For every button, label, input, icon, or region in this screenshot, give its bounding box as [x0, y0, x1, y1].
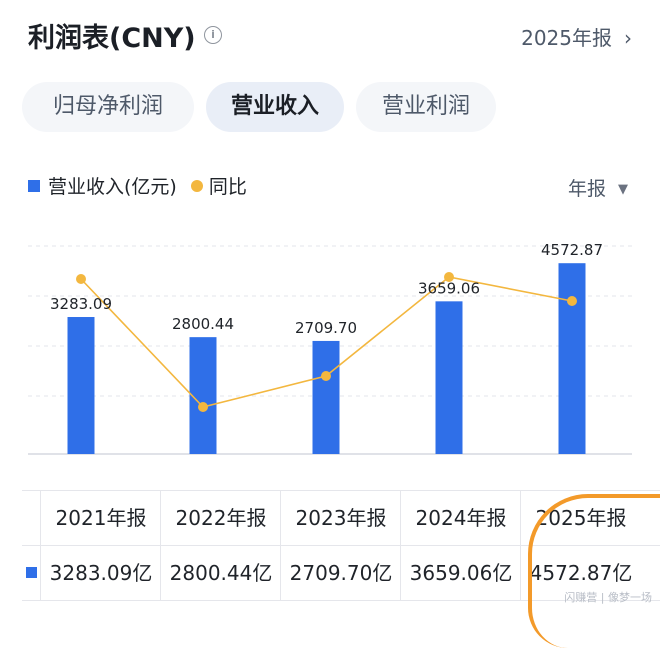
info-icon[interactable]: i	[204, 26, 222, 44]
report-period-link[interactable]: 2025年报 ›	[521, 22, 632, 51]
data-label: 3659.06	[418, 279, 480, 297]
bar-2021年报	[67, 317, 95, 454]
bar-series-marker	[26, 567, 37, 578]
yoy-point	[321, 371, 331, 381]
table-value-cell: 2709.70亿	[280, 546, 401, 600]
legend-series1: 营业收入(亿元)	[48, 176, 177, 198]
bar-2023年报	[312, 340, 340, 454]
report-label: 2025年报	[521, 26, 612, 50]
table-value-cell: 2800.44亿	[160, 546, 281, 600]
chevron-right-icon: ›	[624, 26, 632, 50]
legend-series2: 同比	[208, 176, 247, 198]
bar-2025年报	[558, 263, 586, 454]
data-label: 2800.44	[172, 315, 234, 333]
data-label: 4572.87	[541, 241, 603, 259]
table-header-cell: 2022年报	[160, 491, 281, 545]
data-label: 3283.09	[50, 295, 112, 313]
bar-2024年报	[435, 301, 463, 454]
table-header-cell: 2021年报	[40, 491, 161, 545]
tab-net-profit[interactable]: 归母净利润	[22, 82, 194, 132]
yoy-point	[567, 296, 577, 306]
yoy-point	[198, 402, 208, 412]
header: 利润表(CNY) i 2025年报 ›	[0, 0, 660, 72]
table-corner	[22, 491, 40, 545]
tab-revenue[interactable]: 营业收入	[206, 82, 344, 132]
tab-operating-profit[interactable]: 营业利润	[356, 82, 496, 132]
table-value-cell: 3283.09亿	[40, 546, 161, 600]
caret-down-icon: ▼	[618, 182, 628, 197]
watermark: 闪赚营 | 像梦一场	[564, 591, 652, 604]
table-row: 3283.09亿 2800.44亿 2709.70亿 3659.06亿 4572…	[22, 546, 660, 601]
table-value-cell: 3659.06亿	[400, 546, 521, 600]
row-marker-cell	[22, 546, 40, 600]
legend-bar-swatch	[28, 180, 40, 192]
highlight-annotation	[528, 494, 660, 648]
yoy-point	[444, 272, 454, 282]
table-header-cell: 2024年报	[400, 491, 521, 545]
chart-legend: 营业收入(亿元) 同比	[28, 172, 247, 199]
revenue-chart: 3283.09 2800.44 2709.70 3659.06 4572.87	[28, 241, 632, 455]
table-header-cell: 2023年报	[280, 491, 401, 545]
period-dropdown[interactable]: 年报 ▼	[568, 174, 628, 201]
data-label: 2709.70	[295, 319, 357, 337]
legend-line-swatch	[190, 180, 203, 192]
bar-2022年报	[189, 337, 217, 454]
table-value-cell: 4572.87亿	[520, 546, 641, 600]
page-title: 利润表(CNY)	[28, 23, 196, 54]
period-label: 年报	[567, 178, 606, 200]
yoy-point	[76, 274, 86, 284]
